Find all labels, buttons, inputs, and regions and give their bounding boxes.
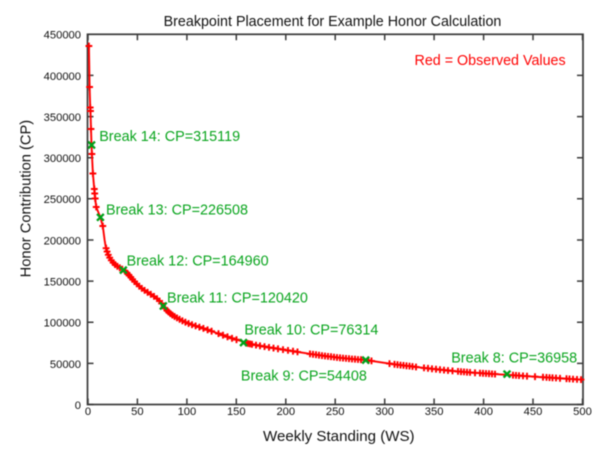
svg-text:300000: 300000: [44, 153, 81, 165]
svg-text:Break 13: CP=226508: Break 13: CP=226508: [106, 202, 248, 218]
svg-text:400000: 400000: [44, 71, 81, 83]
svg-text:300: 300: [375, 406, 394, 418]
svg-text:50000: 50000: [50, 359, 81, 371]
svg-text:Break 12: CP=164960: Break 12: CP=164960: [127, 253, 269, 269]
svg-text:100: 100: [178, 406, 197, 418]
svg-text:Break 8: CP=36958: Break 8: CP=36958: [451, 350, 577, 366]
svg-text:50: 50: [131, 406, 143, 418]
svg-text:0: 0: [75, 400, 81, 412]
svg-text:0: 0: [85, 406, 91, 418]
svg-text:Break 10: CP=76314: Break 10: CP=76314: [244, 323, 378, 339]
svg-text:150: 150: [227, 406, 246, 418]
svg-text:Honor Contribution (CP): Honor Contribution (CP): [19, 120, 35, 278]
svg-text:450: 450: [524, 406, 543, 418]
svg-text:350: 350: [425, 406, 444, 418]
svg-text:Breakpoint Placement for Examp: Breakpoint Placement for Example Honor C…: [164, 14, 502, 30]
svg-text:200: 200: [276, 406, 295, 418]
svg-text:Break 14: CP=315119: Break 14: CP=315119: [99, 129, 240, 145]
svg-text:Break 11: CP=120420: Break 11: CP=120420: [167, 290, 308, 306]
svg-text:Red = Observed Values: Red = Observed Values: [415, 53, 566, 69]
svg-text:450000: 450000: [44, 30, 81, 42]
svg-text:Weekly Standing (WS): Weekly Standing (WS): [263, 428, 415, 445]
svg-text:100000: 100000: [44, 318, 81, 330]
svg-text:150000: 150000: [44, 277, 81, 289]
svg-text:250000: 250000: [44, 194, 81, 206]
svg-text:Break 9: CP=54408: Break 9: CP=54408: [241, 368, 367, 384]
svg-text:400: 400: [474, 406, 493, 418]
svg-text:350000: 350000: [44, 112, 81, 124]
svg-text:250: 250: [326, 406, 345, 418]
svg-text:500: 500: [573, 406, 592, 418]
svg-text:200000: 200000: [44, 235, 81, 247]
